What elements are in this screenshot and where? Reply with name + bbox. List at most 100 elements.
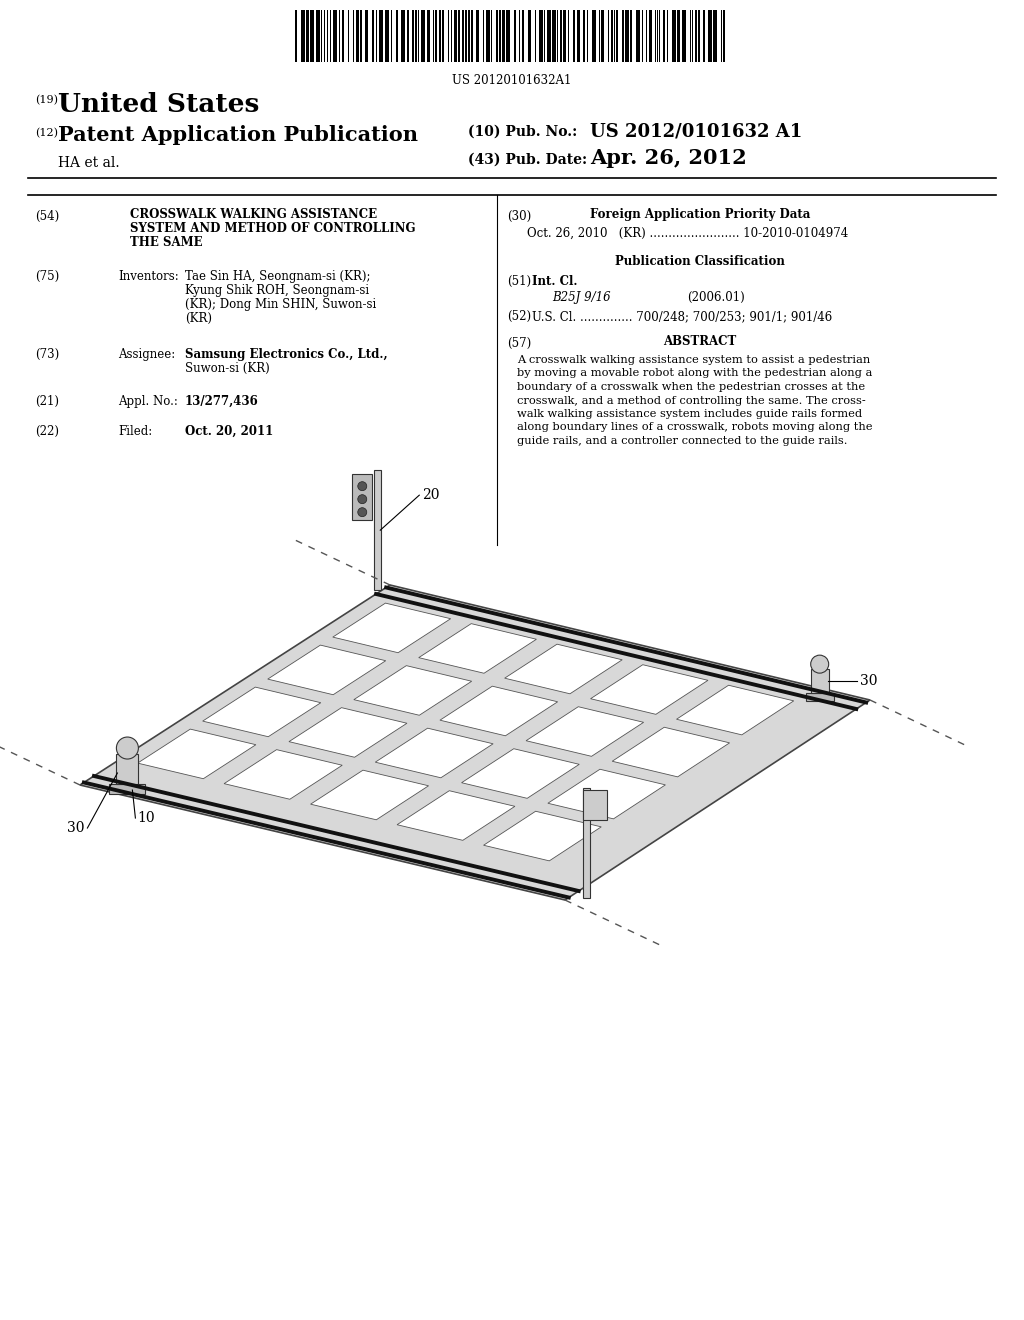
Text: SYSTEM AND METHOD OF CONTROLLING: SYSTEM AND METHOD OF CONTROLLING	[130, 222, 416, 235]
Bar	[306, 11, 309, 62]
Bar	[385, 11, 389, 62]
Bar	[412, 11, 414, 62]
Bar	[649, 11, 652, 62]
Text: Suwon-si (KR): Suwon-si (KR)	[185, 362, 269, 375]
Bar	[630, 11, 632, 62]
Bar	[454, 11, 457, 62]
Bar	[583, 788, 590, 899]
Text: Publication Classification: Publication Classification	[615, 255, 785, 268]
Text: (73): (73)	[35, 348, 59, 360]
Polygon shape	[289, 708, 407, 758]
Text: HA et al.: HA et al.	[58, 156, 120, 170]
Text: walk walking assistance system includes guide rails formed: walk walking assistance system includes …	[517, 409, 862, 418]
Bar	[695, 11, 697, 62]
Bar	[506, 11, 510, 62]
Bar	[583, 11, 585, 62]
Text: (52): (52)	[507, 310, 531, 323]
Polygon shape	[397, 791, 515, 841]
Polygon shape	[333, 603, 451, 652]
Text: 10: 10	[137, 810, 155, 825]
Text: Inventors:: Inventors:	[118, 271, 179, 282]
Text: (21): (21)	[35, 395, 59, 408]
Bar	[560, 11, 562, 62]
Text: guide rails, and a controller connected to the guide rails.: guide rails, and a controller connected …	[517, 436, 848, 446]
Text: US 2012/0101632 A1: US 2012/0101632 A1	[590, 121, 802, 140]
Bar	[310, 11, 314, 62]
Polygon shape	[591, 665, 708, 714]
Text: (19): (19)	[35, 95, 58, 106]
Circle shape	[357, 482, 367, 491]
Polygon shape	[483, 812, 601, 861]
Polygon shape	[526, 706, 644, 756]
Bar	[663, 11, 665, 62]
Bar	[723, 11, 725, 62]
Text: Samsung Electronics Co., Ltd.,: Samsung Electronics Co., Ltd.,	[185, 348, 388, 360]
Text: 20: 20	[422, 488, 439, 502]
Bar	[458, 11, 460, 62]
Text: Patent Application Publication: Patent Application Publication	[58, 125, 418, 145]
Text: US 20120101632A1: US 20120101632A1	[453, 74, 571, 87]
Text: 13/277,436: 13/277,436	[185, 395, 259, 408]
Text: Assignee:: Assignee:	[118, 348, 175, 360]
Bar	[365, 11, 368, 62]
Bar	[713, 11, 717, 62]
Bar	[528, 11, 531, 62]
Polygon shape	[548, 770, 666, 818]
Text: United States: United States	[58, 92, 259, 117]
Bar	[811, 669, 828, 693]
Text: (75): (75)	[35, 271, 59, 282]
Text: Filed:: Filed:	[118, 425, 153, 438]
Bar	[677, 11, 680, 62]
Bar	[342, 11, 344, 62]
Bar	[539, 11, 543, 62]
Text: (KR); Dong Min SHIN, Suwon-si: (KR); Dong Min SHIN, Suwon-si	[185, 298, 376, 312]
Bar	[396, 11, 398, 62]
Polygon shape	[505, 644, 623, 694]
Text: (51): (51)	[507, 275, 531, 288]
Text: along boundary lines of a crosswalk, robots moving along the: along boundary lines of a crosswalk, rob…	[517, 422, 872, 433]
Bar	[356, 11, 359, 62]
Polygon shape	[267, 645, 386, 694]
Text: Oct. 26, 2010   (KR) ........................ 10-2010-0104974: Oct. 26, 2010 (KR) .....................…	[527, 227, 848, 240]
Circle shape	[811, 655, 828, 673]
Bar	[708, 11, 712, 62]
Bar	[573, 11, 575, 62]
Text: (12): (12)	[35, 128, 58, 139]
Text: ABSTRACT: ABSTRACT	[664, 335, 736, 348]
Bar	[547, 11, 551, 62]
Bar	[352, 474, 373, 520]
Text: (10) Pub. No.:: (10) Pub. No.:	[468, 125, 578, 139]
Bar	[465, 11, 467, 62]
Bar	[499, 11, 501, 62]
Text: (2006.01): (2006.01)	[687, 290, 744, 304]
Bar	[682, 11, 686, 62]
Bar	[698, 11, 700, 62]
Bar	[439, 11, 441, 62]
Bar	[421, 11, 425, 62]
Bar	[374, 470, 381, 590]
Bar	[622, 11, 624, 62]
Bar	[407, 11, 409, 62]
Polygon shape	[612, 727, 729, 777]
Polygon shape	[677, 685, 794, 735]
Bar	[583, 791, 607, 820]
Circle shape	[357, 508, 367, 516]
Circle shape	[117, 737, 138, 759]
Bar	[360, 11, 362, 62]
Text: 30: 30	[68, 821, 85, 836]
Polygon shape	[203, 688, 321, 737]
Bar	[471, 11, 473, 62]
Bar	[401, 11, 406, 62]
Polygon shape	[440, 686, 558, 735]
Text: CROSSWALK WALKING ASSISTANCE: CROSSWALK WALKING ASSISTANCE	[130, 209, 377, 220]
Bar	[476, 11, 479, 62]
Bar	[577, 11, 580, 62]
Bar	[468, 11, 470, 62]
Polygon shape	[137, 729, 256, 779]
Text: A crosswalk walking assistance system to assist a pedestrian: A crosswalk walking assistance system to…	[517, 355, 870, 366]
Bar	[625, 11, 629, 62]
Bar	[372, 11, 374, 62]
Polygon shape	[310, 770, 429, 820]
Text: by moving a movable robot along with the pedestrian along a: by moving a movable robot along with the…	[517, 368, 872, 379]
Text: Oct. 20, 2011: Oct. 20, 2011	[185, 425, 273, 438]
